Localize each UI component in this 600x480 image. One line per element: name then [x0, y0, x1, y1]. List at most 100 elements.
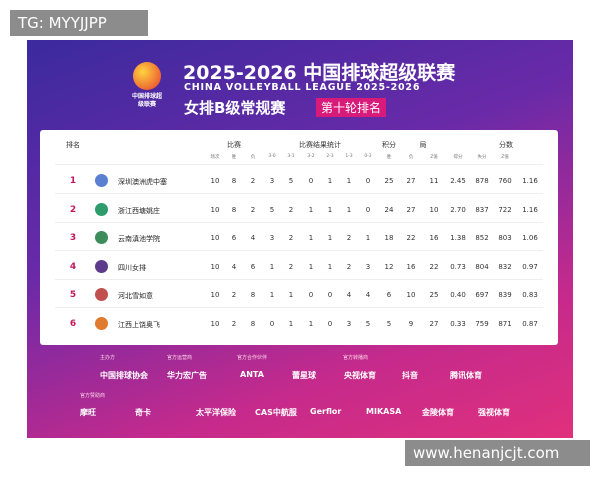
stat-cell: 1 [288, 319, 294, 328]
stat-cell: 12 [384, 262, 394, 271]
team-name: 深圳澳洲虎中塞 [118, 178, 167, 186]
team-logo [95, 259, 108, 273]
stat-cell: 6 [250, 262, 256, 271]
stat-cell: 1.06 [522, 234, 538, 242]
sponsor-logo: 太平洋保险 [196, 408, 236, 417]
stat-cell: 1 [269, 291, 275, 299]
team-name: 四川女排 [118, 263, 146, 272]
sponsor-logo: 摩旺 [80, 408, 96, 417]
team-logo [95, 316, 108, 330]
standings-table [40, 130, 558, 345]
stat-cell: 697 [475, 291, 489, 299]
stat-cell: 5 [269, 205, 275, 214]
team-logo [95, 202, 108, 216]
round-badge: 第十轮排名 [316, 98, 387, 117]
stat-cell: 10 [210, 319, 220, 328]
league-logo [133, 62, 161, 90]
stat-cell: 27 [429, 319, 439, 328]
stat-cell: 22 [406, 234, 416, 242]
stat-cell: 0.87 [522, 319, 538, 328]
sponsor-role: 官方运营商 [167, 355, 193, 361]
stat-cell: 5 [365, 319, 371, 328]
stat-cell: 9 [408, 319, 414, 328]
rank: 6 [69, 318, 77, 329]
divider [55, 164, 543, 165]
stat-cell: 2 [346, 234, 352, 242]
team-logo [95, 174, 108, 187]
sponsor-logo: 中国排球协会 [100, 371, 148, 380]
stat-cell: 1.16 [522, 177, 538, 185]
stat-cell: 2.70 [450, 205, 466, 214]
stat-cell: 0.97 [522, 262, 538, 271]
stat-cell: 8 [231, 177, 237, 185]
sub-header: 场次 [210, 155, 220, 160]
sponsor-role: 官方赞助商 [80, 393, 106, 399]
stat-cell: 1 [365, 234, 371, 242]
stat-cell: 2 [288, 205, 294, 214]
team-name: 云南滇池学院 [118, 235, 160, 243]
rank: 5 [69, 290, 77, 300]
divider [55, 221, 543, 223]
stat-cell: 0.73 [450, 262, 466, 271]
divider [55, 278, 543, 280]
stat-cell: 1 [346, 177, 352, 185]
stat-cell: 16 [406, 262, 416, 271]
team-name: 河北雪如意 [118, 292, 153, 300]
title: 2025-2026 中国排球超级联赛 [183, 62, 456, 84]
stat-cell: 839 [498, 291, 512, 299]
sponsor-role: 官方合作伙伴 [237, 355, 268, 361]
stat-cell: 5 [386, 319, 392, 328]
sub-header: 负 [408, 155, 414, 160]
sponsor-role: 主办方 [100, 355, 116, 361]
stat-cell: 2 [250, 205, 256, 214]
group-header: 比赛结果统计 [299, 141, 341, 149]
sub-header: 胜 [386, 155, 392, 160]
team-logo [95, 231, 108, 244]
stat-cell: 871 [498, 319, 512, 328]
stat-cell: 8 [231, 205, 237, 214]
watermark: www.henanjcjt.com [405, 440, 590, 466]
stat-cell: 0.83 [522, 291, 538, 299]
stat-cell: 10 [406, 291, 416, 299]
sub-header: 3-1 [287, 154, 295, 159]
stat-cell: 1 [308, 234, 314, 242]
sub-header: 失分 [477, 155, 487, 160]
stat-cell: 2 [346, 262, 352, 271]
sub-header: 得分 [453, 155, 463, 160]
stat-cell: 1 [327, 234, 333, 242]
rank: 4 [69, 261, 77, 272]
sponsor-logo: MIKASA [366, 407, 402, 416]
stat-cell: 18 [384, 234, 394, 242]
stat-cell: 27 [406, 205, 416, 214]
sub-header: 2-3 [326, 154, 334, 159]
stat-cell: 759 [475, 319, 489, 328]
sponsor-logo: 蕾星球 [292, 371, 316, 380]
stat-cell: 878 [475, 177, 489, 185]
stat-cell: 4 [365, 291, 371, 299]
divider [55, 250, 543, 251]
stat-cell: 2 [288, 262, 294, 271]
stat-cell: 804 [475, 262, 489, 271]
rank: 1 [69, 176, 77, 186]
stat-cell: 2 [231, 291, 237, 299]
stat-cell: 10 [210, 234, 220, 242]
stat-cell: 3 [269, 177, 275, 185]
stat-cell: 0 [308, 177, 314, 185]
team-name: 浙江西塘姚庄 [118, 206, 160, 215]
sponsor-logo: 奇卡 [135, 408, 151, 417]
stat-cell: 0.33 [450, 319, 466, 328]
stat-cell: 3 [346, 319, 352, 328]
stat-cell: 2 [250, 177, 256, 185]
stat-cell: 10 [210, 205, 220, 214]
sponsor-logo: CAS中航服 [255, 408, 297, 417]
subtitle: CHINA VOLLEYBALL LEAGUE 2025-2026 [184, 82, 421, 93]
sub-header: 1-3 [345, 154, 353, 159]
sponsor-logo: 强视体育 [478, 408, 510, 417]
stat-cell: 0 [327, 291, 333, 299]
stat-cell: 24 [384, 205, 394, 214]
group-header: 排名 [66, 141, 80, 149]
stage: 女排B级常规赛 [184, 99, 286, 117]
rank: 2 [69, 204, 77, 215]
group-header: 分数 [499, 141, 513, 149]
